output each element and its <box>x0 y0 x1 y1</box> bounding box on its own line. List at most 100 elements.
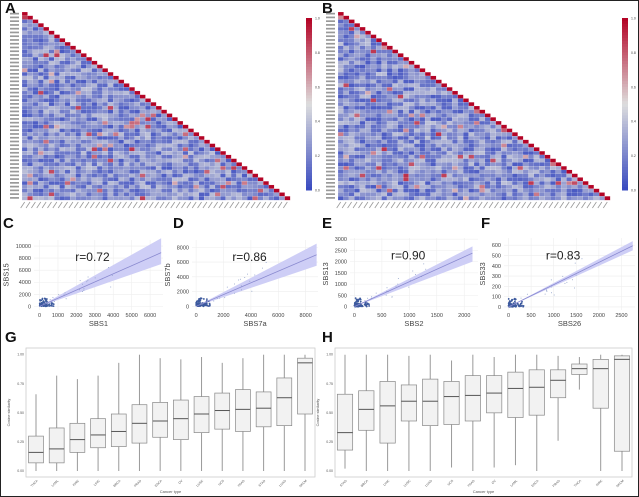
column-label <box>602 201 608 209</box>
heatmap-cell <box>204 147 210 152</box>
heatmap-cell <box>392 184 399 189</box>
heatmap-cell <box>424 136 431 141</box>
heatmap-cell <box>457 128 464 133</box>
heatmap-cell <box>392 109 399 114</box>
heatmap-cell <box>155 120 162 126</box>
heatmap-cell <box>118 79 125 84</box>
heatmap-cell <box>64 72 71 77</box>
data-point <box>551 286 553 288</box>
heatmap-cell <box>365 64 371 69</box>
heatmap-cell <box>473 173 480 178</box>
colorbar-segment <box>622 132 628 137</box>
heatmap-cell <box>54 169 60 174</box>
panel-label-d: D <box>173 215 184 232</box>
heatmap-cell <box>59 128 66 133</box>
heatmap-cell <box>123 94 130 99</box>
heatmap-cell <box>70 192 76 197</box>
heatmap-cell <box>354 64 361 69</box>
heatmap-cell <box>32 19 39 24</box>
heatmap-cell <box>397 64 404 69</box>
heatmap-cell <box>354 147 361 152</box>
heatmap-cell <box>528 169 535 174</box>
heatmap-cell <box>441 158 448 163</box>
heatmap-cell <box>337 154 344 159</box>
heatmap-cell <box>91 136 98 141</box>
heatmap-cell <box>123 147 130 152</box>
heatmap-cell <box>182 177 189 182</box>
heatmap-cell <box>59 124 66 129</box>
heatmap-cell <box>457 117 464 122</box>
colorbar-segment <box>622 69 628 73</box>
data-point <box>515 303 517 305</box>
heatmap-cell <box>512 196 518 201</box>
heatmap-cell <box>198 169 205 174</box>
heatmap-cell <box>75 87 82 92</box>
heatmap-cell <box>403 87 409 92</box>
row-label <box>326 170 335 173</box>
heatmap-cell <box>75 60 82 65</box>
y-tick-label: 2000 <box>19 292 31 298</box>
heatmap-cell <box>145 196 151 201</box>
heatmap-cell <box>86 136 92 141</box>
heatmap-cell <box>75 124 82 129</box>
heatmap-cell <box>80 68 87 73</box>
heatmap-cell <box>43 60 50 65</box>
heatmap-cell <box>257 184 264 189</box>
heatmap-cell <box>96 169 103 174</box>
heatmap-cell <box>257 181 264 186</box>
heatmap-cell <box>38 166 44 171</box>
heatmap-cell <box>54 79 60 84</box>
heatmap-cell <box>517 173 524 178</box>
heatmap-cell <box>107 181 114 186</box>
heatmap-cell <box>75 75 82 80</box>
heatmap-cell <box>43 147 50 152</box>
heatmap-cell <box>198 181 205 186</box>
heatmap-cell <box>495 196 502 201</box>
heatmap-cell <box>533 147 540 152</box>
heatmap-cell <box>506 177 513 182</box>
heatmap-cell <box>38 57 44 62</box>
heatmap-cell <box>359 188 366 193</box>
heatmap-cell <box>414 139 420 144</box>
heatmap-cell <box>430 136 437 141</box>
heatmap-cell <box>182 136 189 141</box>
heatmap-cell <box>381 57 388 62</box>
heatmap-cell <box>397 68 404 73</box>
heatmap-cell <box>188 169 194 174</box>
heatmap-cell <box>177 136 184 141</box>
row-label <box>326 110 335 113</box>
heatmap-cell <box>214 177 221 182</box>
heatmap-cell <box>54 87 60 92</box>
heatmap-cell <box>166 169 173 174</box>
x-tick-label: 1000 <box>403 313 415 319</box>
row-label <box>326 24 335 26</box>
heatmap-cell <box>64 117 71 122</box>
heatmap-cell <box>582 188 589 193</box>
heatmap-cell <box>403 75 409 80</box>
heatmap-cell <box>21 132 28 137</box>
heatmap-cell <box>348 30 355 35</box>
heatmap-cell <box>354 49 361 54</box>
heatmap-cell <box>102 188 109 193</box>
heatmap-cell <box>446 124 453 129</box>
heatmap-cell <box>166 154 173 159</box>
heatmap-cell <box>150 162 157 167</box>
heatmap-cell <box>403 90 409 95</box>
heatmap-cell <box>32 94 39 99</box>
heatmap-cell <box>145 143 151 148</box>
heatmap-cell <box>139 136 146 141</box>
heatmap-cell <box>468 154 475 159</box>
heatmap-cell <box>80 83 87 88</box>
heatmap-cell <box>528 173 535 178</box>
heatmap-cell <box>495 143 502 148</box>
heatmap-cell <box>123 98 130 103</box>
colorbar-tick-label: 0.4 <box>315 120 320 124</box>
heatmap-cell <box>86 177 92 182</box>
data-point <box>354 302 357 305</box>
heatmap-cell <box>27 15 33 20</box>
heatmap-cell <box>381 188 388 193</box>
heatmap-cell <box>86 105 92 111</box>
heatmap-cell <box>225 181 232 186</box>
row-label <box>326 54 335 56</box>
heatmap-cell <box>182 169 189 174</box>
